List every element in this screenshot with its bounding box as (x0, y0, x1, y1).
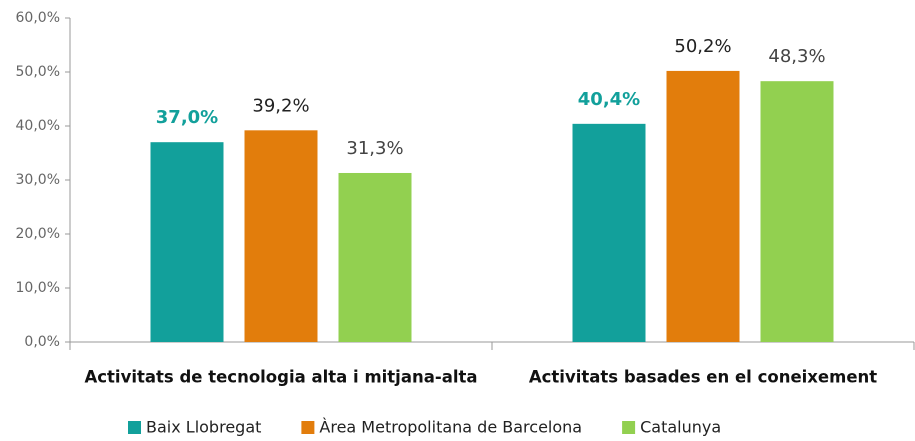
y-tick-label: 30,0% (16, 172, 60, 188)
value-label: 40,4% (578, 89, 640, 110)
legend-label: Àrea Metropolitana de Barcelona (319, 418, 582, 437)
bar (150, 142, 224, 342)
y-tick-label: 20,0% (16, 226, 60, 242)
y-tick-label: 50,0% (16, 64, 60, 80)
bar (572, 123, 646, 342)
value-label: 39,2% (252, 95, 309, 116)
bar (244, 130, 318, 342)
y-tick-label: 60,0% (16, 10, 60, 26)
value-label: 31,3% (346, 138, 403, 159)
bar (760, 81, 834, 343)
legend-swatch (622, 421, 636, 434)
value-label: 48,3% (768, 46, 825, 67)
legend-label: Catalunya (640, 418, 721, 437)
legend-label: Baix Llobregat (146, 418, 261, 437)
bar (666, 70, 740, 343)
bar (338, 172, 412, 342)
y-tick-label: 0,0% (24, 334, 60, 350)
y-tick-label: 40,0% (16, 118, 60, 134)
value-label: 50,2% (674, 36, 731, 57)
legend-swatch (128, 421, 141, 434)
value-label: 37,0% (156, 107, 218, 128)
legend-swatch (301, 421, 315, 434)
y-tick-label: 10,0% (16, 280, 60, 296)
x-tick-label: Activitats basades en el coneixement (529, 368, 877, 387)
x-tick-label: Activitats de tecnologia alta i mitjana-… (84, 368, 477, 387)
